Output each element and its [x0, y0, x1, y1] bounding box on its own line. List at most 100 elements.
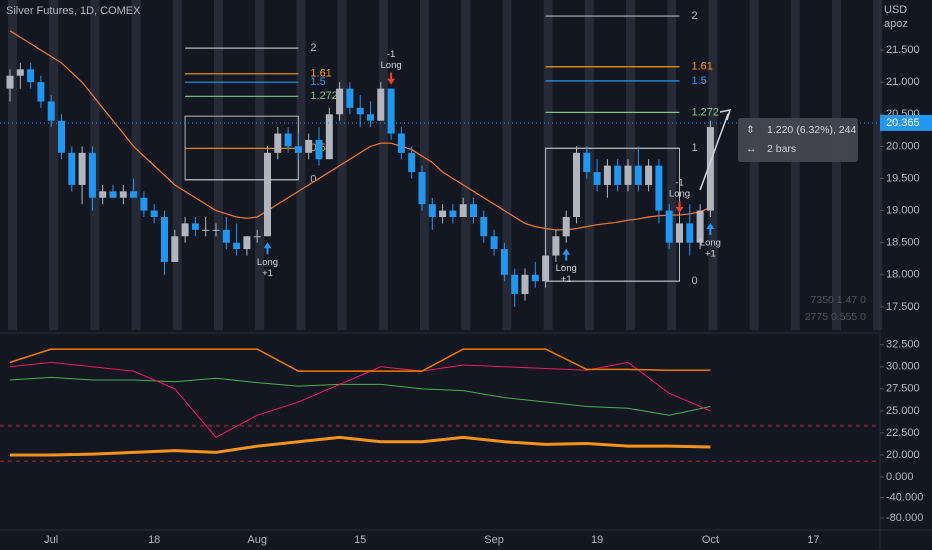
- x-tick-label: Oct: [702, 534, 719, 546]
- session-stripe: [8, 0, 17, 330]
- candle-body: [37, 82, 45, 102]
- session-stripe: [420, 0, 429, 330]
- candle-body: [16, 69, 24, 76]
- candle-body: [253, 236, 261, 238]
- session-stripe: [461, 0, 471, 330]
- candle-body: [325, 114, 333, 160]
- y-tick-label: 21.500: [886, 44, 920, 56]
- signal-label: Long: [700, 238, 721, 249]
- last-price-label: 20.365: [886, 117, 920, 129]
- candle-body: [511, 274, 519, 295]
- fib-label: 1.61: [692, 61, 713, 73]
- signal-arrow: [263, 242, 272, 255]
- session-stripe: [378, 0, 388, 330]
- y-tick-label: 19.000: [886, 204, 920, 216]
- session-stripe: [131, 0, 141, 330]
- indicator-line: [10, 435, 711, 457]
- candle-body: [264, 152, 271, 237]
- last-price-tag: [880, 114, 932, 131]
- x-tick-label: 19: [591, 534, 603, 546]
- session-stripe: [49, 0, 59, 330]
- candle-body: [130, 191, 138, 198]
- candle-body: [634, 165, 642, 185]
- candle-body: [583, 152, 591, 173]
- candle-body: [109, 191, 117, 198]
- candle-body: [603, 165, 611, 185]
- candle-body: [78, 152, 86, 185]
- measure-arrow: [699, 109, 732, 191]
- x-tick-label: 15: [354, 534, 366, 546]
- candle-body: [222, 229, 230, 243]
- candle-body: [181, 223, 189, 237]
- candle-body: [161, 217, 168, 262]
- candle-body: [377, 88, 385, 121]
- signal-arrow: [675, 201, 684, 214]
- candle-body: [449, 210, 457, 218]
- unit: apoz: [884, 18, 908, 30]
- signal-label: Long: [669, 189, 690, 200]
- tooltip-box: [738, 118, 858, 162]
- session-stripe: [502, 0, 512, 330]
- fib-label: 2: [310, 42, 316, 54]
- candle-body: [284, 133, 292, 147]
- y-tick-label: 21.000: [886, 76, 920, 88]
- indicator-line: [9, 348, 711, 372]
- candle-body: [294, 146, 302, 153]
- candle-body: [47, 101, 55, 121]
- x-tick-label: 17: [807, 534, 819, 546]
- candle-body: [6, 75, 14, 89]
- fib-label: 0: [310, 174, 316, 186]
- candle-body: [387, 88, 395, 134]
- moving-average: [9, 30, 711, 231]
- session-stripe: [832, 0, 841, 330]
- candle-body: [531, 274, 539, 282]
- fib-label: 1.272: [310, 90, 338, 102]
- candle-body: [470, 204, 477, 218]
- candle-body: [562, 217, 570, 237]
- tooltip-text: 1.220 (6.32%), 244: [767, 124, 856, 136]
- session-stripe: [749, 0, 759, 330]
- tooltip-text: 2 bars: [767, 143, 796, 155]
- signal-label: -1: [675, 178, 683, 189]
- candle-body: [593, 172, 601, 185]
- indicator-line: [9, 376, 711, 416]
- candle-body: [655, 165, 663, 211]
- signal-label: +1: [705, 249, 716, 260]
- y2-tick-label: 0.000: [886, 471, 914, 483]
- session-stripe: [296, 0, 306, 330]
- fib-label: 0: [692, 275, 698, 287]
- candle-body: [418, 172, 426, 205]
- signal-label: +1: [262, 268, 273, 279]
- candle-body: [665, 210, 673, 243]
- y-tick-label: 19.500: [886, 172, 920, 184]
- candle-body: [480, 217, 488, 237]
- candle-body: [439, 210, 447, 218]
- candle-body: [336, 88, 344, 115]
- x-tick-label: 18: [148, 534, 160, 546]
- y2-tick-label: 22.500: [886, 427, 920, 439]
- candle-body: [346, 88, 354, 108]
- candle-body: [233, 242, 241, 250]
- candle-body: [27, 69, 35, 83]
- session-stripes: [8, 0, 883, 330]
- session-stripe: [790, 0, 800, 330]
- y-tick-label: 18.000: [886, 269, 920, 281]
- candle-body: [573, 152, 580, 218]
- candle-body: [243, 236, 251, 250]
- candle-body: [305, 139, 313, 153]
- candle-body: [459, 204, 467, 218]
- fib-label: 1.5: [692, 75, 707, 87]
- x-tick-label: Aug: [247, 534, 267, 546]
- currency: USD: [884, 4, 907, 16]
- overlay-text: 2775 0.555 0: [805, 311, 866, 323]
- overlay-text: 7350 1.47 0: [811, 294, 867, 306]
- candle-body: [542, 255, 550, 282]
- session-stripe: [214, 0, 223, 330]
- y2-tick-label: 27.500: [886, 383, 920, 395]
- candle-body: [99, 191, 107, 198]
- candle-body: [356, 107, 364, 115]
- candle-body: [624, 165, 632, 185]
- candle-body: [500, 249, 508, 275]
- candle-body: [274, 133, 282, 153]
